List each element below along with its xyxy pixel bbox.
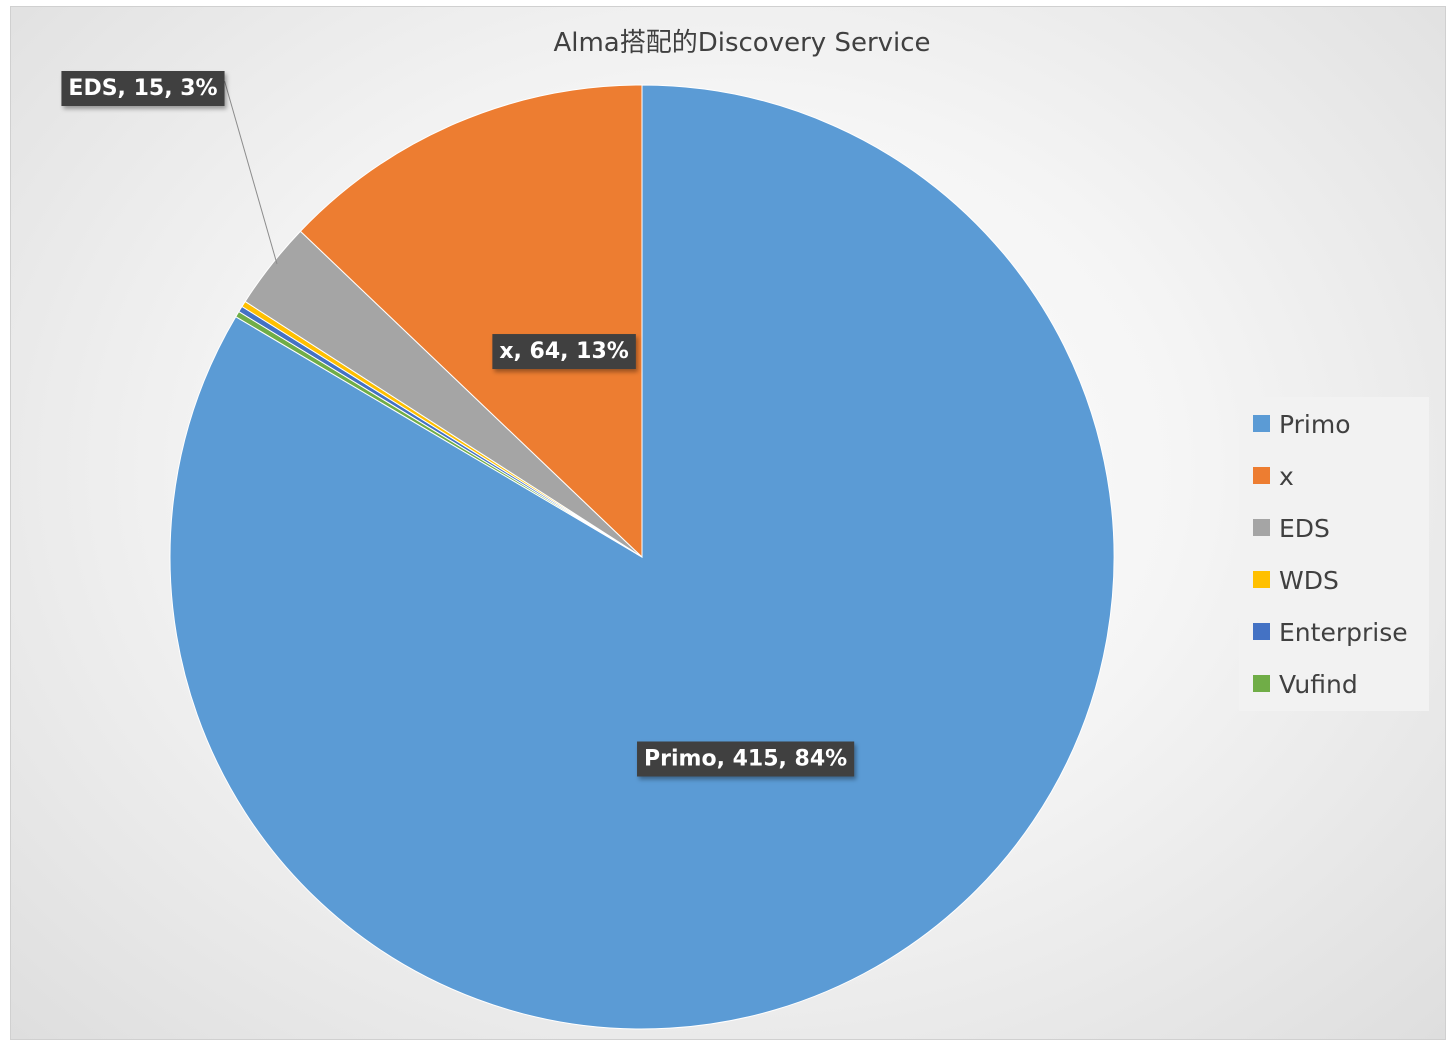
data-label-box-x <box>492 334 636 370</box>
pie-chart: Alma搭配的Discovery Service Primo, 415, 84%… <box>61 28 1429 1030</box>
pie-slices <box>169 84 1115 1030</box>
chart-title: Alma搭配的Discovery Service <box>553 28 930 58</box>
data-label-text-x: x, 64, 13% <box>499 339 629 364</box>
legend-item-enterprise: Enterprise <box>1253 618 1408 647</box>
legend-item-primo: Primo <box>1253 410 1351 439</box>
pie-slice-x <box>299 84 643 559</box>
legend-label-primo: Primo <box>1279 410 1351 439</box>
data-label-text-primo: Primo, 415, 84% <box>644 747 847 772</box>
legend-label-enterprise: Enterprise <box>1279 618 1408 647</box>
legend-swatch-enterprise <box>1253 623 1270 640</box>
legend-item-wds: WDS <box>1253 566 1339 595</box>
legend-swatch-primo <box>1253 415 1270 432</box>
data-label-primo: Primo, 415, 84% <box>637 741 855 777</box>
legend-swatch-vufind <box>1253 675 1270 692</box>
legend: Primo x EDS WDS Enterprise Vufind <box>1239 397 1429 711</box>
legend-swatch-wds <box>1253 571 1270 588</box>
legend-item-vufind: Vufind <box>1253 670 1358 699</box>
leader-line-eds <box>224 80 278 265</box>
chart-area: Alma搭配的Discovery Service Primo, 415, 84%… <box>10 6 1446 1040</box>
leader-lines <box>224 80 278 265</box>
data-label-text-eds: EDS, 15, 3% <box>68 76 217 101</box>
legend-label-eds: EDS <box>1279 514 1330 543</box>
data-label-x: x, 64, 13% <box>492 334 636 370</box>
data-label-box-eds <box>61 71 225 106</box>
legend-item-eds: EDS <box>1253 514 1330 543</box>
legend-label-vufind: Vufind <box>1279 670 1358 699</box>
legend-label-wds: WDS <box>1279 566 1339 595</box>
legend-label-x: x <box>1279 462 1294 491</box>
legend-item-x: x <box>1253 462 1294 491</box>
data-label-box-primo <box>637 741 855 777</box>
legend-swatch-x <box>1253 467 1270 484</box>
legend-background <box>1239 397 1429 711</box>
data-label-eds: EDS, 15, 3% <box>61 71 225 106</box>
legend-swatch-eds <box>1253 519 1270 536</box>
data-labels: Primo, 415, 84% EDS, 15, 3% x, 64, 13% <box>61 71 855 777</box>
